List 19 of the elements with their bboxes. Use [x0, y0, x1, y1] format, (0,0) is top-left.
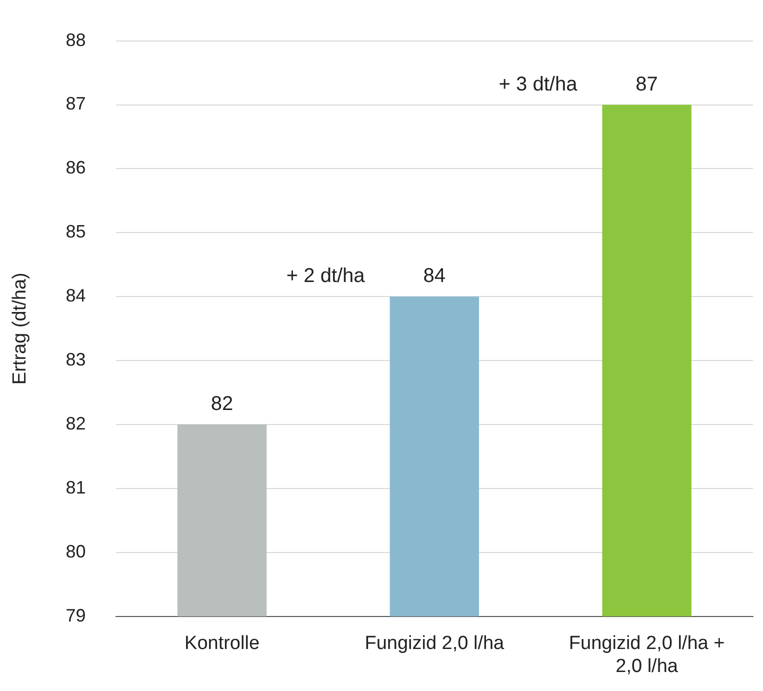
annotation: + 2 dt/ha [286, 265, 366, 288]
data-label: 82 [210, 393, 234, 416]
y-tick-label: 82 [66, 414, 86, 434]
x-tick-label: Kontrolle [184, 633, 260, 654]
data-label: 84 [423, 265, 446, 288]
y-tick-label: 84 [66, 286, 86, 306]
x-tick-label: Fungizid 2,0 l/ha + 2,0 l/ha [568, 633, 725, 677]
y-tick-label: 88 [66, 30, 86, 50]
y-tick-label: 86 [66, 158, 86, 178]
y-tick-label: 79 [66, 605, 86, 626]
annotation: + 3 dt/ha [498, 73, 578, 96]
y-tick-label: 87 [66, 94, 86, 114]
y-tick-label: 81 [66, 477, 86, 498]
x-tick-label: Fungizid 2,0 l/ha [364, 633, 505, 654]
y-tick-label: 85 [66, 222, 86, 242]
y-axis-title: Ertrag (dt/ha) [10, 272, 31, 385]
data-label: 87 [636, 73, 658, 96]
y-tick-label: 80 [66, 541, 86, 562]
y-tick-label: 83 [66, 350, 86, 370]
